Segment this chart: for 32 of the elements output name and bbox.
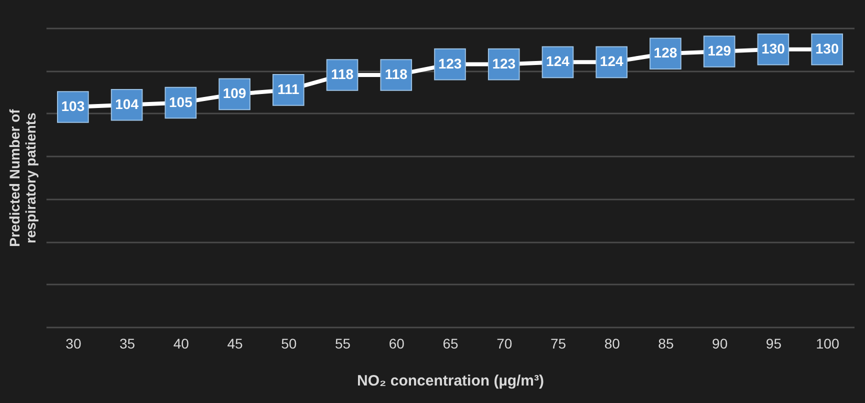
data-label: 130: [762, 40, 786, 56]
data-label: 104: [115, 96, 139, 112]
x-tick-label: 40: [173, 336, 190, 352]
x-tick-label: 75: [550, 336, 566, 352]
x-axis-title: NO₂ concentration (µg/m³): [357, 372, 544, 390]
x-tick-label: 70: [496, 336, 512, 352]
data-label: 123: [492, 55, 516, 72]
x-tick-label: 65: [442, 336, 458, 352]
x-tick-label: 35: [120, 336, 136, 352]
x-tick-label: 80: [604, 336, 620, 352]
data-label: 118: [384, 66, 408, 82]
x-tick-label: 30: [66, 336, 82, 352]
data-label: 123: [438, 55, 462, 72]
x-tick-label: 45: [227, 336, 244, 352]
y-axis-title: Predicted Number of respiratory patients: [6, 108, 38, 247]
data-label: 129: [708, 42, 732, 58]
data-label: 111: [277, 80, 300, 97]
x-tick-label: 60: [388, 336, 405, 352]
data-label: 105: [168, 94, 193, 110]
data-label: 103: [61, 98, 85, 114]
x-tick-label: 55: [334, 336, 351, 352]
x-tick-label: 50: [281, 336, 297, 352]
data-label: 124: [600, 53, 624, 70]
data-label: 124: [546, 53, 570, 70]
x-tick-label: 100: [816, 336, 840, 352]
data-label: 118: [330, 66, 354, 82]
data-label: 130: [815, 40, 839, 56]
x-tick-label: 95: [766, 336, 782, 352]
data-label: 128: [654, 44, 678, 61]
x-tick-label: 90: [712, 336, 728, 352]
x-tick-label: 85: [658, 336, 674, 352]
data-label: 109: [222, 85, 246, 102]
